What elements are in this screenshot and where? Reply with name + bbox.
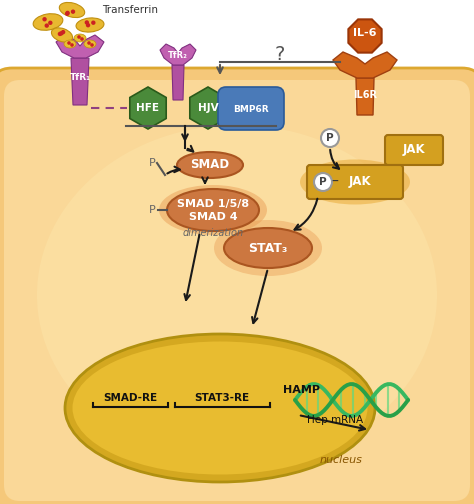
Ellipse shape	[167, 189, 259, 231]
Circle shape	[59, 31, 64, 35]
Text: SMAD 4: SMAD 4	[189, 212, 237, 222]
Text: HFE: HFE	[137, 103, 159, 113]
Text: BMP6R: BMP6R	[233, 104, 269, 113]
Circle shape	[86, 23, 90, 27]
Ellipse shape	[177, 152, 243, 178]
Text: TfR₂: TfR₂	[168, 51, 188, 60]
Circle shape	[61, 30, 65, 34]
Text: Transferrin: Transferrin	[102, 5, 158, 15]
Text: –: –	[331, 175, 338, 189]
Ellipse shape	[159, 185, 267, 235]
Text: SMAD-RE: SMAD-RE	[103, 393, 157, 403]
Circle shape	[314, 173, 332, 191]
Circle shape	[45, 23, 49, 28]
Ellipse shape	[73, 342, 367, 474]
Text: P: P	[149, 205, 155, 215]
Ellipse shape	[37, 125, 437, 465]
Circle shape	[77, 35, 81, 39]
Circle shape	[58, 32, 62, 36]
Circle shape	[70, 43, 74, 47]
Text: STAT₃: STAT₃	[248, 241, 288, 255]
Circle shape	[48, 21, 53, 25]
Circle shape	[85, 20, 89, 25]
Polygon shape	[190, 87, 226, 129]
Ellipse shape	[300, 159, 410, 205]
Text: IL-6: IL-6	[353, 28, 377, 38]
FancyBboxPatch shape	[4, 80, 470, 501]
Circle shape	[71, 10, 75, 14]
FancyBboxPatch shape	[218, 87, 284, 130]
Circle shape	[80, 37, 84, 41]
Polygon shape	[56, 35, 104, 58]
Text: IL6R: IL6R	[353, 90, 377, 100]
Text: JAK: JAK	[403, 144, 425, 157]
Circle shape	[42, 17, 47, 22]
Text: STAT3-RE: STAT3-RE	[194, 393, 250, 403]
Circle shape	[321, 129, 339, 147]
Text: P: P	[149, 158, 155, 168]
Circle shape	[90, 43, 94, 47]
Ellipse shape	[214, 220, 322, 276]
Text: nucleus: nucleus	[320, 455, 363, 465]
Polygon shape	[160, 44, 196, 65]
Polygon shape	[172, 65, 184, 100]
FancyBboxPatch shape	[307, 165, 403, 199]
Ellipse shape	[64, 40, 76, 48]
Ellipse shape	[65, 334, 375, 482]
Ellipse shape	[59, 3, 85, 18]
Circle shape	[65, 12, 69, 16]
Text: JAK: JAK	[349, 175, 371, 188]
Ellipse shape	[74, 34, 86, 42]
Polygon shape	[348, 19, 382, 52]
Ellipse shape	[51, 28, 73, 42]
Text: SMAD: SMAD	[191, 158, 229, 171]
Text: P: P	[319, 177, 327, 187]
Ellipse shape	[224, 228, 312, 268]
FancyBboxPatch shape	[0, 68, 474, 504]
Ellipse shape	[33, 14, 63, 30]
Polygon shape	[356, 78, 374, 115]
Circle shape	[91, 21, 96, 25]
Polygon shape	[130, 87, 166, 129]
FancyBboxPatch shape	[385, 135, 443, 165]
Polygon shape	[71, 58, 89, 105]
Text: HAMP: HAMP	[283, 385, 320, 395]
Text: TfR₁: TfR₁	[70, 74, 91, 83]
Text: Hep mRNA: Hep mRNA	[307, 415, 363, 425]
Text: P: P	[326, 133, 334, 143]
Circle shape	[87, 41, 91, 45]
Ellipse shape	[84, 40, 96, 48]
Polygon shape	[333, 52, 397, 78]
Ellipse shape	[76, 18, 104, 32]
Text: ?: ?	[275, 44, 285, 64]
Text: HJV: HJV	[198, 103, 219, 113]
Text: dimerization: dimerization	[182, 228, 244, 238]
Circle shape	[65, 11, 70, 15]
Circle shape	[67, 41, 71, 45]
Text: SMAD 1/5/8: SMAD 1/5/8	[177, 199, 249, 209]
